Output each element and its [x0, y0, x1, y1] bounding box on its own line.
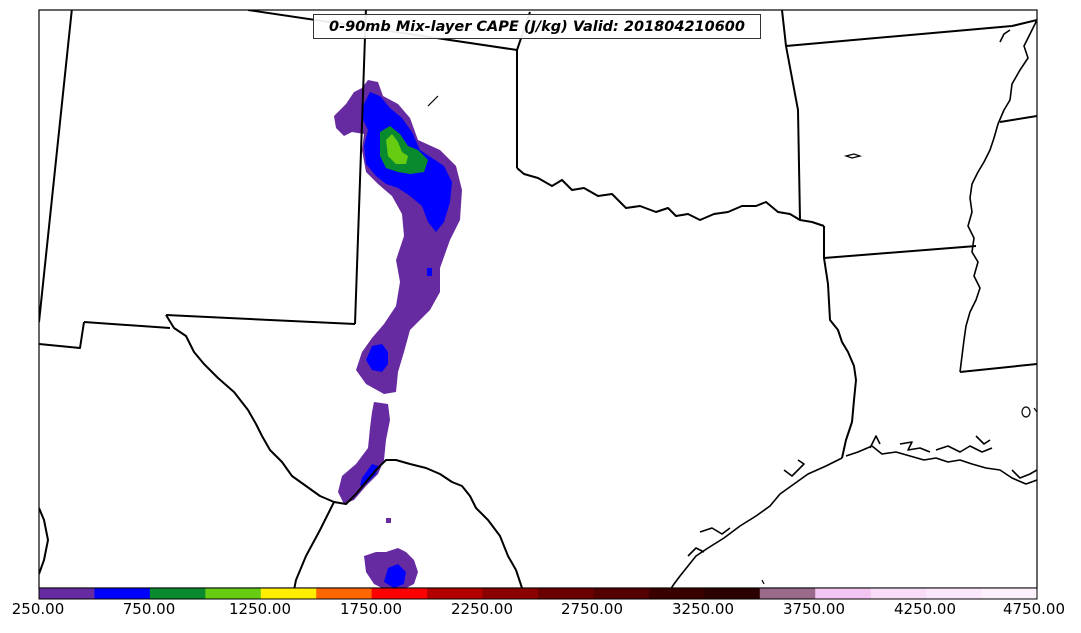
colorbar-segment	[593, 588, 650, 599]
colorbar-segment	[371, 588, 428, 599]
colorbar-segment	[482, 588, 539, 599]
cape-500-mid-speck	[427, 268, 432, 276]
colorbar-label: 3750.00	[782, 600, 846, 618]
colorbar-label: 4250.00	[893, 600, 957, 618]
lakes	[427, 95, 1037, 585]
colorbar-label: 4750.00	[1002, 600, 1066, 618]
cape-500-mid-blob	[366, 344, 388, 372]
colorbar-label: 750.00	[122, 600, 176, 618]
ms-border-top	[999, 115, 1037, 123]
tx-panhandle-south	[165, 314, 356, 325]
cape-1000-core	[386, 134, 408, 164]
colorbar-label: 1750.00	[339, 600, 403, 618]
map-background	[39, 10, 1037, 588]
west-edge-line	[39, 507, 49, 575]
colorbar-segment	[815, 588, 872, 599]
cape-250-southern-band	[338, 402, 390, 504]
colorbar-segment	[316, 588, 373, 599]
mississippi-river	[959, 19, 1037, 373]
state-boundaries	[39, 10, 1037, 588]
colorbar-segment	[427, 588, 484, 599]
colorbar-segment	[981, 588, 1038, 599]
colorbar-segment	[260, 588, 317, 599]
ms-la-line	[959, 363, 1037, 373]
mexico-state-line	[293, 501, 335, 588]
colorbar-labels: 250.00 750.00 1250.00 1750.00 2250.00 27…	[0, 600, 1081, 624]
colorbar-segment	[149, 588, 206, 599]
colorbar-segment	[205, 588, 262, 599]
nm-west-border	[39, 10, 73, 323]
rio-grande	[165, 314, 523, 588]
co-nm-lower	[83, 321, 171, 329]
cape-contours	[334, 80, 462, 588]
colorbar-segment	[926, 588, 983, 599]
red-river	[516, 167, 825, 227]
colorbar-segment	[94, 588, 151, 599]
mo-ar-line	[785, 19, 1037, 47]
tx-nm-west	[39, 321, 85, 349]
colorbar-outline	[38, 587, 1038, 600]
colorbar-label: 1250.00	[228, 600, 292, 618]
cape-500-mexico	[384, 564, 406, 588]
colorbar-label: 250.00	[11, 600, 65, 618]
colorbar-segment	[870, 588, 927, 599]
colorbar-segment	[648, 588, 705, 599]
nm-east-border	[354, 10, 367, 325]
map-title: 0-90mb Mix-layer CAPE (J/kg) Valid: 2018…	[313, 14, 761, 39]
cape-250-speck	[386, 518, 391, 523]
colorbar-label: 2750.00	[560, 600, 624, 618]
colorbar-segment	[538, 588, 594, 599]
colorbar-segment	[759, 588, 816, 599]
ok-ar-border	[781, 10, 801, 221]
colorbar-label: 2250.00	[450, 600, 514, 618]
colorbar-segment	[39, 588, 95, 599]
cape-500-south-streak	[360, 464, 378, 486]
tx-la-border	[823, 226, 857, 459]
ar-la-line	[823, 245, 977, 259]
colorbar-label: 3250.00	[671, 600, 735, 618]
gulf-coast	[670, 435, 1037, 588]
colorbar	[38, 587, 1038, 600]
colorbar-segment	[704, 588, 761, 599]
